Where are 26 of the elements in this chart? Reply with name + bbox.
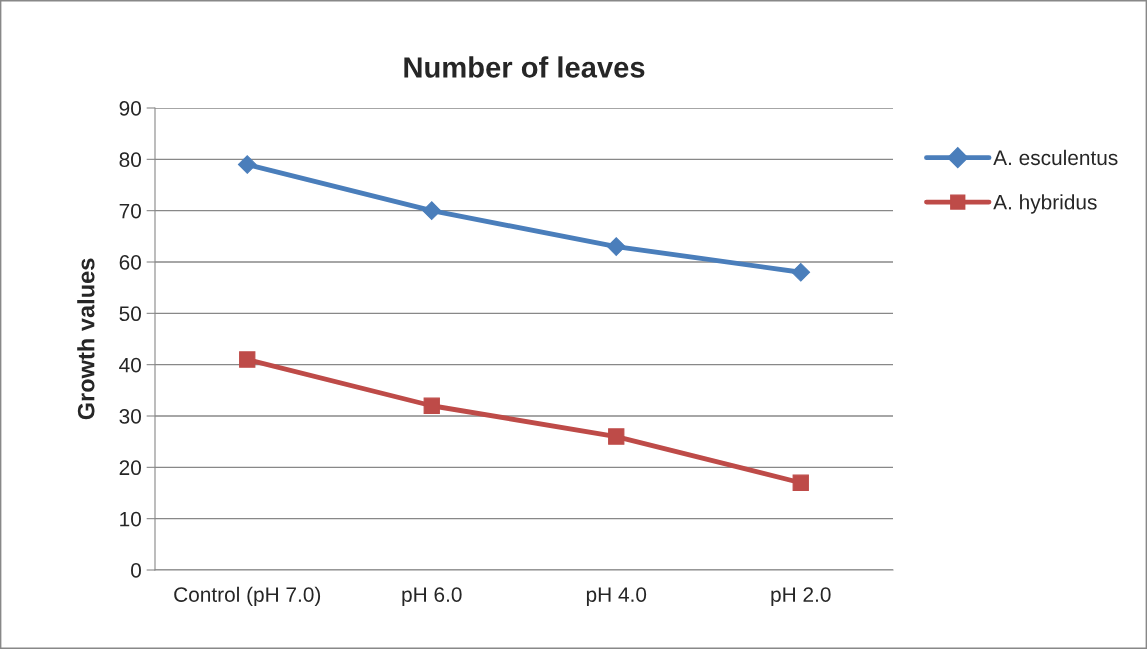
x-tick-label: pH 6.0 [402,587,462,607]
point [608,428,625,445]
point [239,351,256,368]
point [792,474,809,491]
x-tick-label: pH 4.0 [586,587,647,607]
x-tick-label: pH 2.0 [771,587,831,607]
y-tick-label: 80 [119,152,141,168]
y-tick-label: 90 [119,101,141,116]
y-tick-label: 0 [131,563,141,578]
y-tick-label: 10 [120,511,141,527]
y-tick-label: 40 [119,357,141,373]
y-tick-label: 60 [119,255,141,270]
legend-label: A. hybridus [993,194,1097,214]
y-tick-label: 50 [119,306,141,322]
y-tick-label: 30 [119,409,141,424]
point [791,262,811,282]
y-axis-title: Growth values [77,258,95,420]
point [606,237,626,256]
chart-title: Number of leaves [404,56,645,78]
point [423,397,440,414]
y-tick-label: 20 [119,460,141,476]
point [422,201,442,221]
legend-label: A. esculentus [993,149,1118,166]
x-tick-label: Control (pH 7.0) [174,586,321,607]
point [237,155,257,174]
y-tick-label: 70 [119,203,141,219]
